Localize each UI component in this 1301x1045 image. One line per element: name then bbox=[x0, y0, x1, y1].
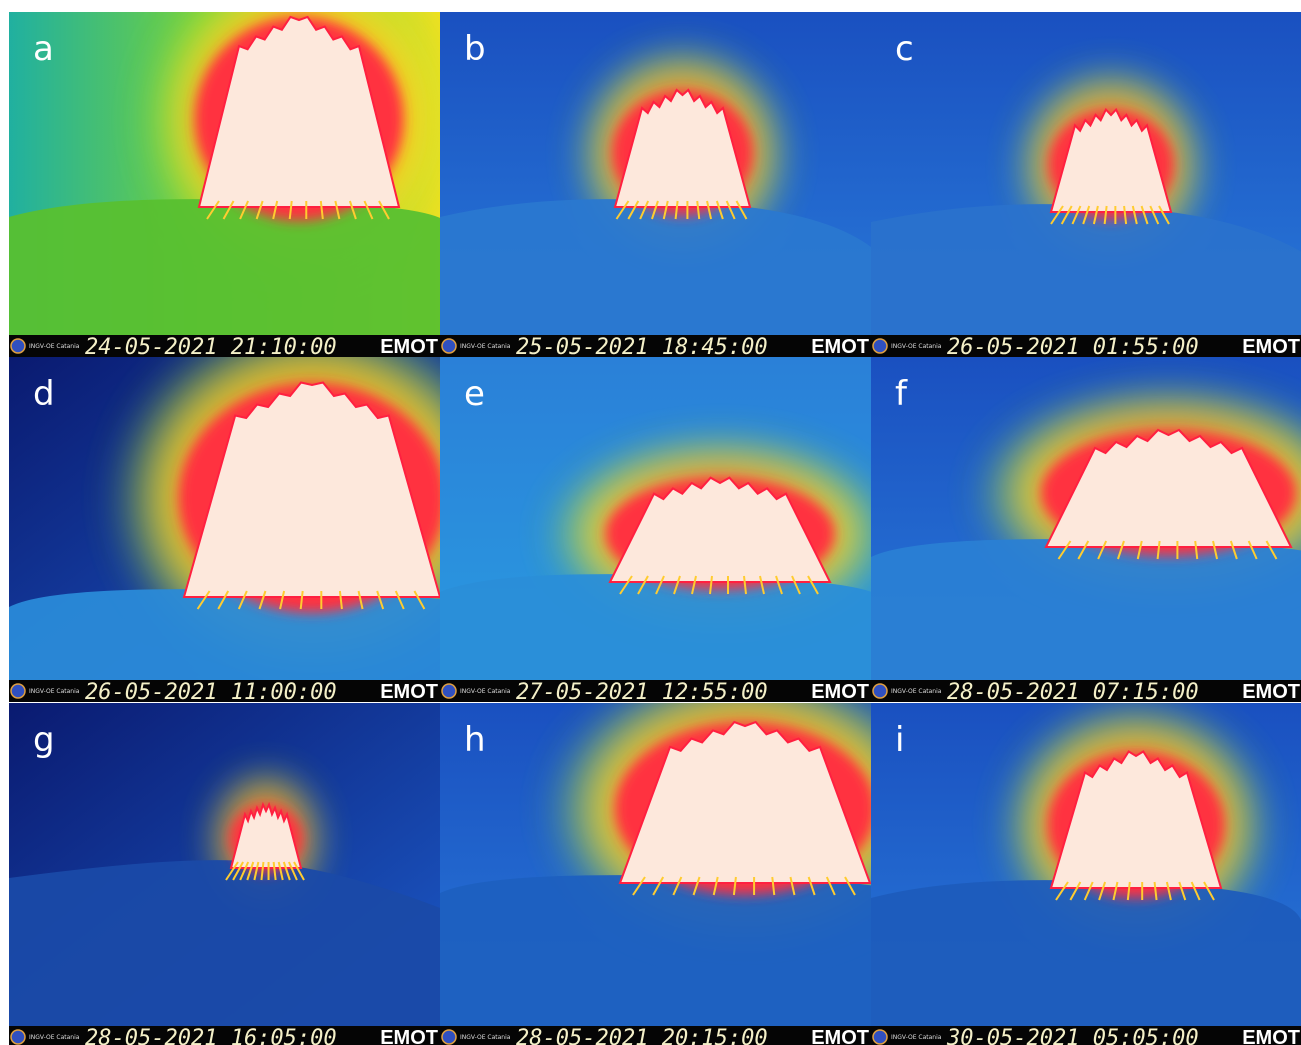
camera-name: EMOT bbox=[380, 336, 438, 358]
logo-globe bbox=[11, 684, 25, 698]
timestamp: 28-05-2021 07:15:00 bbox=[947, 680, 1199, 705]
panel-label: e bbox=[464, 374, 485, 414]
logo-text: INGV-OE Catania bbox=[891, 343, 942, 350]
panel: e INGV-OE Catania 27-05-2021 12:55:00 EMOT bbox=[440, 357, 896, 705]
camera-name: EMOT bbox=[811, 681, 869, 703]
timestamp-bar: INGV-OE Catania 27-05-2021 12:55:00 EMOT bbox=[440, 680, 871, 705]
logo-text: INGV-OE Catania bbox=[460, 688, 511, 695]
thermal-image bbox=[871, 12, 1301, 335]
panel-label: c bbox=[895, 29, 914, 69]
camera-name: EMOT bbox=[811, 336, 869, 358]
timestamp: 24-05-2021 21:10:00 bbox=[85, 335, 337, 360]
logo-globe bbox=[442, 684, 456, 698]
camera-name: EMOT bbox=[811, 1027, 869, 1045]
logo-text: INGV-OE Catania bbox=[460, 343, 511, 350]
panel: g INGV-OE Catania 28-05-2021 16:05:00 EMOT bbox=[9, 703, 440, 1045]
thermal-image bbox=[440, 357, 896, 680]
timestamp-bar: INGV-OE Catania 30-05-2021 05:05:00 EMOT bbox=[871, 1026, 1301, 1045]
thermal-image bbox=[440, 665, 945, 1026]
panel-label: b bbox=[464, 29, 486, 69]
timestamp: 28-05-2021 20:15:00 bbox=[516, 1026, 768, 1045]
logo-globe bbox=[873, 1030, 887, 1044]
panel: f INGV-OE Catania 28-05-2021 07:15:00 EMOT bbox=[871, 357, 1301, 705]
timestamp-bar: INGV-OE Catania 28-05-2021 16:05:00 EMOT bbox=[9, 1026, 440, 1045]
panel-label: f bbox=[895, 374, 908, 414]
camera-name: EMOT bbox=[380, 681, 438, 703]
panel-label: g bbox=[33, 720, 55, 760]
ground bbox=[440, 574, 887, 680]
timestamp-bar: INGV-OE Catania 25-05-2021 18:45:00 EMOT bbox=[440, 335, 871, 360]
logo-text: INGV-OE Catania bbox=[460, 1034, 511, 1041]
thermal-image bbox=[9, 703, 440, 1026]
logo-globe bbox=[873, 684, 887, 698]
panel: b INGV-OE Catania 25-05-2021 18:45:00 EMOT bbox=[440, 12, 871, 360]
timestamp-bar: INGV-OE Catania 24-05-2021 21:10:00 EMOT bbox=[9, 335, 440, 360]
thermal-image bbox=[871, 357, 1301, 680]
ground bbox=[440, 875, 912, 1026]
timestamp: 27-05-2021 12:55:00 bbox=[516, 680, 768, 705]
panel-label: h bbox=[464, 720, 486, 760]
logo-globe bbox=[11, 339, 25, 353]
ground bbox=[871, 880, 1301, 1026]
thermal-image bbox=[9, 0, 459, 335]
timestamp: 28-05-2021 16:05:00 bbox=[85, 1026, 337, 1045]
panel: h INGV-OE Catania 28-05-2021 20:15:00 EMOT bbox=[440, 665, 945, 1045]
ground bbox=[9, 589, 483, 680]
logo-text: INGV-OE Catania bbox=[29, 343, 80, 350]
panel: i INGV-OE Catania 30-05-2021 05:05:00 EMOT bbox=[871, 700, 1301, 1045]
camera-name: EMOT bbox=[1242, 1027, 1300, 1045]
timestamp: 30-05-2021 05:05:00 bbox=[946, 1026, 1199, 1045]
timestamp-bar: INGV-OE Catania 28-05-2021 07:15:00 EMOT bbox=[871, 680, 1301, 705]
logo-text: INGV-OE Catania bbox=[891, 688, 942, 695]
logo-text: INGV-OE Catania bbox=[29, 688, 80, 695]
timestamp-bar: INGV-OE Catania 26-05-2021 11:00:00 EMOT bbox=[9, 680, 440, 705]
panel: c INGV-OE Catania 26-05-2021 01:55:00 EMOT bbox=[871, 12, 1301, 360]
thermal-image bbox=[440, 12, 871, 335]
ground bbox=[440, 199, 871, 335]
timestamp: 26-05-2021 11:00:00 bbox=[85, 680, 337, 705]
timestamp-bar: INGV-OE Catania 28-05-2021 20:15:00 EMOT bbox=[440, 1026, 871, 1045]
logo-globe bbox=[873, 339, 887, 353]
ground bbox=[871, 539, 1301, 680]
logo-globe bbox=[442, 339, 456, 353]
timestamp: 25-05-2021 18:45:00 bbox=[516, 335, 768, 360]
camera-name: EMOT bbox=[1242, 336, 1300, 358]
timestamp: 26-05-2021 01:55:00 bbox=[947, 335, 1199, 360]
panel-label: i bbox=[895, 720, 904, 760]
logo-text: INGV-OE Catania bbox=[891, 1034, 942, 1041]
timestamp-bar: INGV-OE Catania 26-05-2021 01:55:00 EMOT bbox=[871, 335, 1301, 360]
figure: aINGV-OE Catania24-05-2021 21:10:00EMOTb… bbox=[0, 0, 1301, 1045]
panel: a INGV-OE Catania 24-05-2021 21:10:00 EMOT bbox=[9, 0, 459, 360]
ground bbox=[9, 199, 453, 335]
logo-globe bbox=[11, 1030, 25, 1044]
panel-label: d bbox=[33, 374, 55, 414]
panel-label: a bbox=[33, 29, 54, 69]
camera-name: EMOT bbox=[380, 1027, 438, 1045]
camera-name: EMOT bbox=[1242, 681, 1300, 703]
logo-globe bbox=[442, 1030, 456, 1044]
logo-text: INGV-OE Catania bbox=[29, 1034, 80, 1041]
thermal-image bbox=[871, 700, 1301, 1026]
